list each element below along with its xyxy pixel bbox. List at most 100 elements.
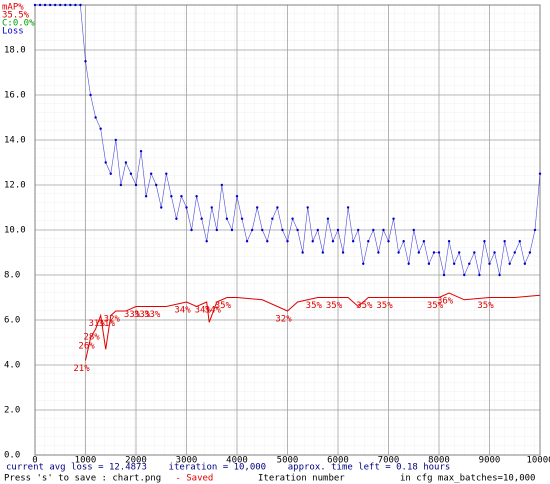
loss-point: [215, 228, 218, 232]
legend-map-value: 35.5%: [2, 11, 30, 21]
loss-point: [256, 206, 259, 209]
loss-point: [523, 262, 527, 265]
loss-point: [311, 240, 314, 243]
map-label: 33%: [134, 310, 151, 320]
loss-point: [427, 262, 431, 265]
x-tick-label: 1000: [75, 456, 97, 466]
y-tick-label: 0.0: [4, 451, 20, 461]
loss-point: [493, 251, 496, 254]
loss-point: [422, 240, 426, 243]
loss-point: [306, 206, 309, 209]
loss-point: [442, 273, 446, 277]
loss-point: [503, 240, 506, 243]
loss-point: [210, 206, 213, 209]
save-text: Press 's' to save : chart.png: [4, 474, 161, 484]
loss-point: [508, 262, 511, 265]
x-tick-label: 4000: [226, 456, 248, 466]
y-tick-label: 10.0: [4, 226, 26, 236]
loss-point: [149, 172, 153, 175]
loss-point: [351, 240, 355, 243]
loss-point: [139, 150, 143, 153]
loss-point: [245, 240, 249, 243]
loss-point: [382, 228, 385, 232]
loss-point: [190, 228, 193, 232]
loss-point: [533, 228, 537, 232]
map-label: 31%: [89, 319, 106, 329]
legend-loss: Loss: [2, 27, 24, 37]
loss-point: [33, 3, 37, 7]
loss-point: [432, 251, 436, 254]
loss-point: [473, 251, 476, 254]
x-tick-label: 6000: [327, 456, 349, 466]
loss-point: [458, 251, 461, 254]
map-label: 21%: [73, 364, 90, 374]
loss-point: [437, 251, 441, 254]
loss-point: [195, 195, 198, 198]
loss-point: [185, 206, 188, 209]
map-label: 35%: [356, 301, 373, 311]
loss-point: [468, 262, 471, 265]
loss-point: [412, 228, 415, 232]
map-label: 34%: [174, 306, 191, 316]
loss-point: [230, 228, 234, 232]
loss-point: [200, 217, 203, 220]
plot-frame: [34, 4, 541, 456]
map-label: 32%: [275, 315, 292, 325]
loss-point: [170, 195, 173, 198]
loss-point: [513, 251, 516, 254]
loss-point: [266, 240, 269, 243]
loss-point: [261, 228, 264, 232]
map-label: 35%: [326, 301, 343, 311]
loss-point: [276, 206, 279, 209]
loss-point: [160, 206, 163, 209]
loss-point: [483, 240, 486, 243]
loss-point: [402, 240, 405, 243]
loss-point: [114, 138, 118, 142]
status-line: current avg loss = 12.4873 iteration = 1…: [6, 463, 450, 473]
loss-point: [99, 127, 102, 130]
loss-point: [235, 195, 239, 198]
y-tick-label: 2.0: [4, 406, 20, 416]
y-tick-label: 14.0: [4, 136, 26, 146]
x-tick-label: 7000: [378, 456, 400, 466]
loss-point: [79, 3, 82, 7]
loss-point: [205, 240, 208, 243]
y-tick-label: 4.0: [4, 361, 20, 371]
loss-point: [321, 251, 325, 254]
loss-point: [38, 3, 42, 7]
loss-point: [392, 217, 395, 220]
loss-point: [538, 172, 542, 175]
loss-point: [346, 206, 350, 209]
loss-point: [397, 251, 400, 254]
x-tick-label: 2000: [125, 456, 147, 466]
map-label: 35%: [427, 301, 444, 311]
map-label: 35%: [306, 301, 323, 311]
map-label: 31%: [99, 319, 116, 329]
loss-point: [54, 3, 57, 7]
x-tick-label: 8000: [428, 456, 450, 466]
loss-point: [43, 3, 47, 7]
loss-point: [407, 262, 410, 265]
map-label: 26%: [78, 342, 95, 352]
loss-point: [281, 228, 284, 232]
loss-point: [301, 251, 304, 254]
loss-point: [488, 262, 491, 265]
saved-text: - Saved: [170, 474, 213, 484]
loss-point: [74, 3, 77, 7]
map-label: 36%: [437, 297, 454, 307]
y-tick-label: 12.0: [4, 181, 26, 191]
loss-point: [240, 217, 244, 220]
map-line: [85, 292, 541, 361]
loss-point: [377, 251, 380, 254]
loss-point: [109, 172, 112, 175]
loss-point: [286, 240, 289, 243]
x-axis-label: Iteration number: [258, 474, 345, 484]
map-label: 35%: [477, 301, 494, 311]
map-label: 28%: [83, 333, 100, 343]
loss-point: [59, 3, 62, 7]
loss-point: [144, 195, 148, 198]
y-tick-label: 16.0: [4, 91, 26, 101]
max-batches: in cfg max_batches=10,000: [400, 474, 535, 484]
loss-point: [452, 262, 456, 265]
